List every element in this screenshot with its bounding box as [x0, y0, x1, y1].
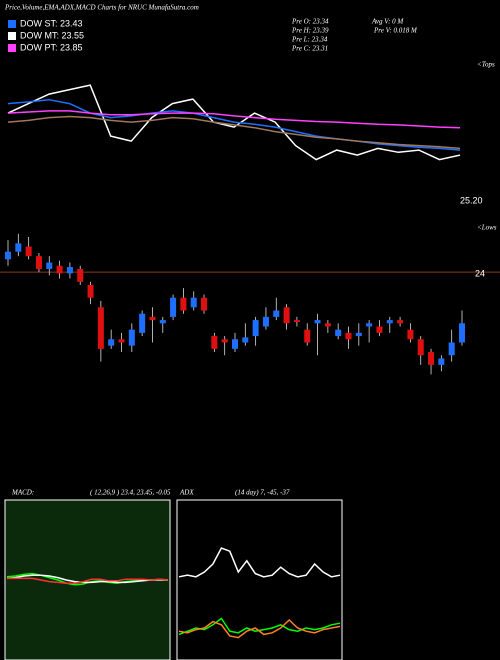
candle-body [366, 323, 373, 327]
candle-body [324, 323, 331, 327]
candle-body [283, 307, 290, 324]
candle-body [211, 336, 218, 349]
adx-label: ADX [179, 489, 194, 497]
series-line [178, 618, 341, 639]
legend-swatch [8, 20, 16, 28]
last-price-label: 25.20 [460, 195, 483, 205]
legend-swatch [8, 44, 16, 52]
candle-body [355, 332, 362, 337]
series-line [7, 110, 461, 129]
candle-body [448, 342, 455, 356]
candle-body [5, 251, 11, 260]
adx-params: (14 day) 7, -45, -37 [235, 489, 290, 497]
series-line [7, 98, 461, 151]
candle-body [232, 339, 238, 349]
prev-stat: Pre H: 23.39 [291, 27, 329, 35]
candle-body [293, 320, 300, 323]
candle-body [386, 320, 393, 324]
candle-body [87, 284, 94, 298]
reference-label: 24 [475, 269, 485, 279]
candle-body [118, 339, 125, 343]
macd-label: MACD: [11, 489, 34, 497]
legend-label: DOW PT: 23.85 [20, 42, 83, 52]
candle-body [66, 267, 73, 274]
candle-body [345, 332, 352, 340]
candle-body [77, 268, 84, 282]
candle-body [149, 316, 156, 321]
candle-body [428, 352, 435, 365]
candle-body [97, 307, 104, 349]
candle-body [273, 310, 280, 317]
candle-body [335, 329, 342, 337]
legend-swatch [8, 32, 16, 40]
lows-marker: <Lows [477, 224, 497, 232]
series-line [7, 577, 169, 584]
candle-body [180, 297, 187, 311]
candle-body [397, 320, 404, 324]
tops-marker: <Tops [477, 61, 495, 69]
candle-body [201, 297, 208, 311]
candle-body [314, 320, 321, 324]
candle-body [252, 320, 259, 337]
legend-label: DOW MT: 23.55 [20, 30, 84, 40]
candle-body [139, 313, 146, 333]
series-line [178, 547, 341, 578]
candle-body [190, 297, 197, 308]
candle-body [108, 339, 115, 346]
macd-params: ( 12,26,9 ) 23.4, 23.45, -0.05 [90, 489, 171, 497]
candle-body [159, 320, 166, 324]
candle-body [128, 329, 135, 346]
candle-body [242, 337, 249, 343]
legend-label: DOW ST: 23.43 [20, 18, 83, 28]
candle-body [25, 246, 32, 257]
volume-stat: Pre V: 0.018 M [373, 27, 418, 35]
candle-body [221, 339, 228, 343]
candle-body [438, 358, 445, 365]
prev-stat: Pre L: 23.34 [291, 36, 328, 44]
candle-body [417, 339, 424, 356]
prev-stat: Pre O: 23.34 [291, 18, 329, 26]
series-line [7, 115, 461, 150]
series-line [6, 574, 168, 584]
candle-body [170, 297, 177, 317]
candle-body [262, 316, 269, 327]
candle-body [407, 329, 414, 340]
candle-body [56, 265, 63, 274]
candle-body [459, 323, 465, 343]
candle-body [46, 262, 53, 269]
adx-panel [176, 499, 343, 660]
prev-stat: Pre C: 23.31 [291, 45, 328, 53]
series-line [7, 84, 461, 161]
candle-body [304, 329, 311, 343]
candle-body [35, 256, 42, 269]
volume-stat: Avg V: 0 M [371, 18, 404, 26]
chart-title: Price,Volume,EMA,ADX,MACD Charts for NRU… [4, 4, 199, 12]
candle-body [15, 243, 22, 252]
candle-body [376, 326, 383, 333]
